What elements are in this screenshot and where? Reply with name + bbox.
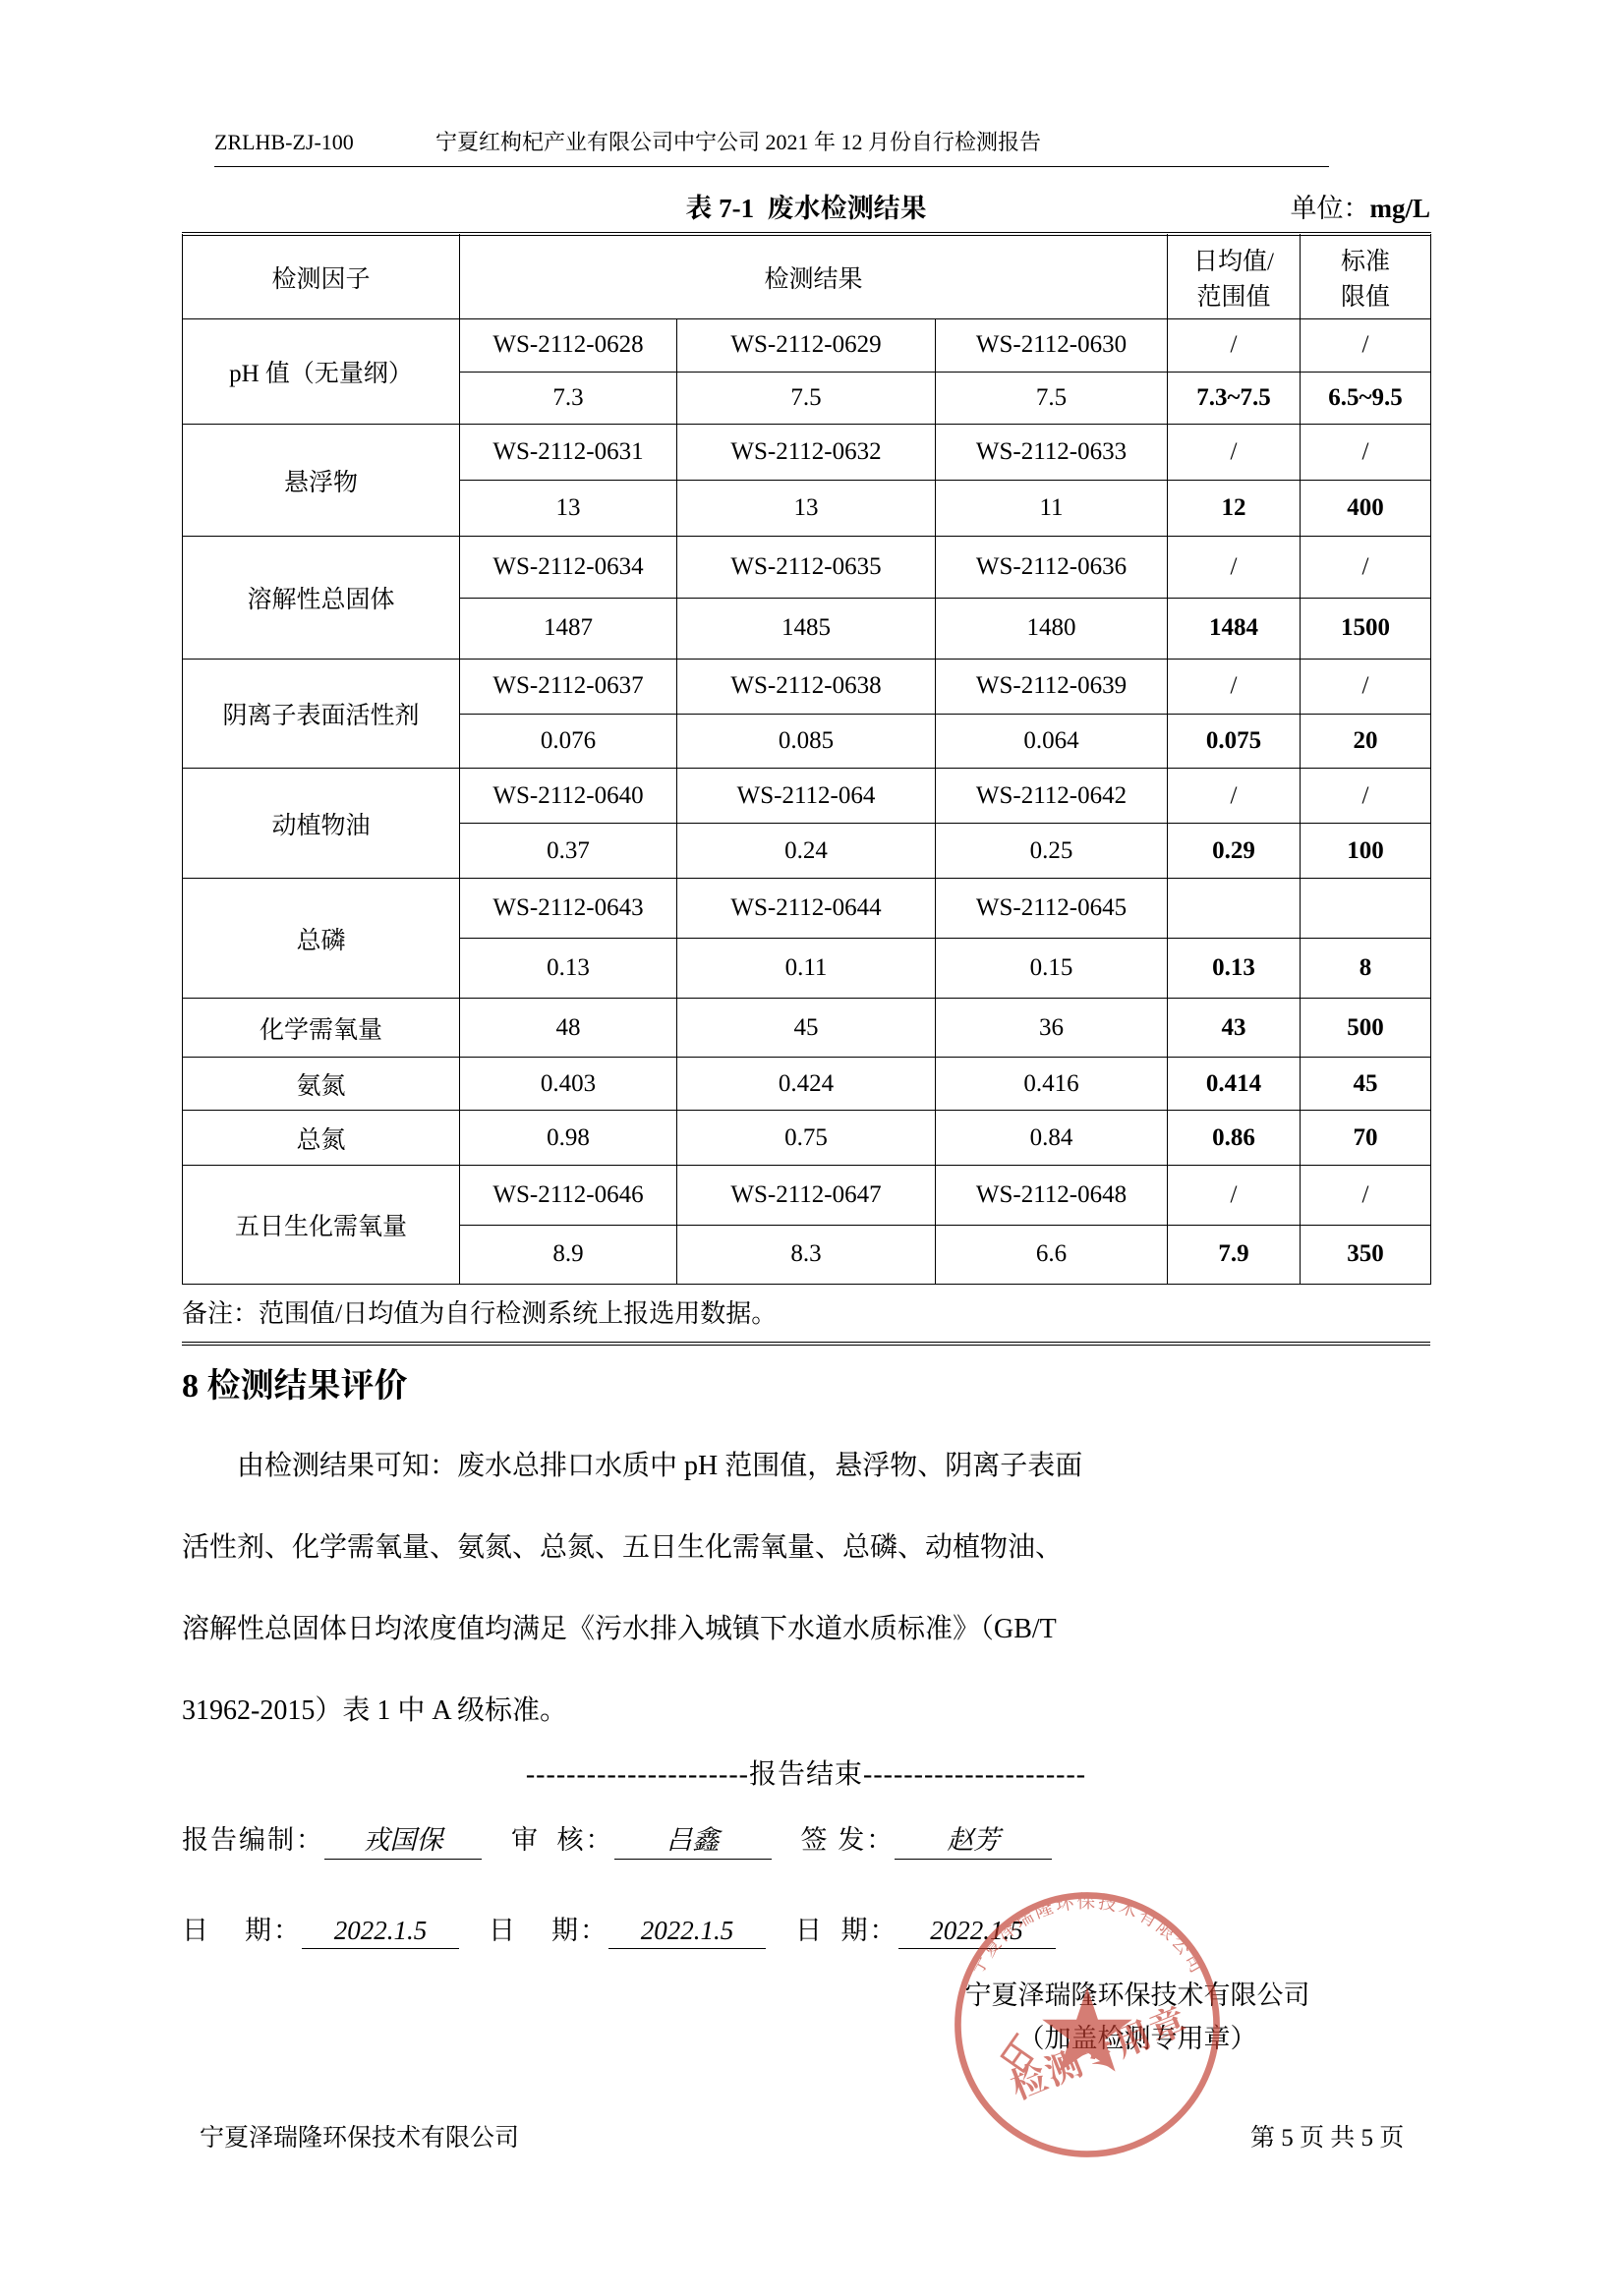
svg-text:检测专用章: 检测专用章 [1006, 2000, 1194, 2107]
svg-text:宁夏泽瑞隆环保技术有限公司: 宁夏泽瑞隆环保技术有限公司 [966, 1892, 1208, 1979]
